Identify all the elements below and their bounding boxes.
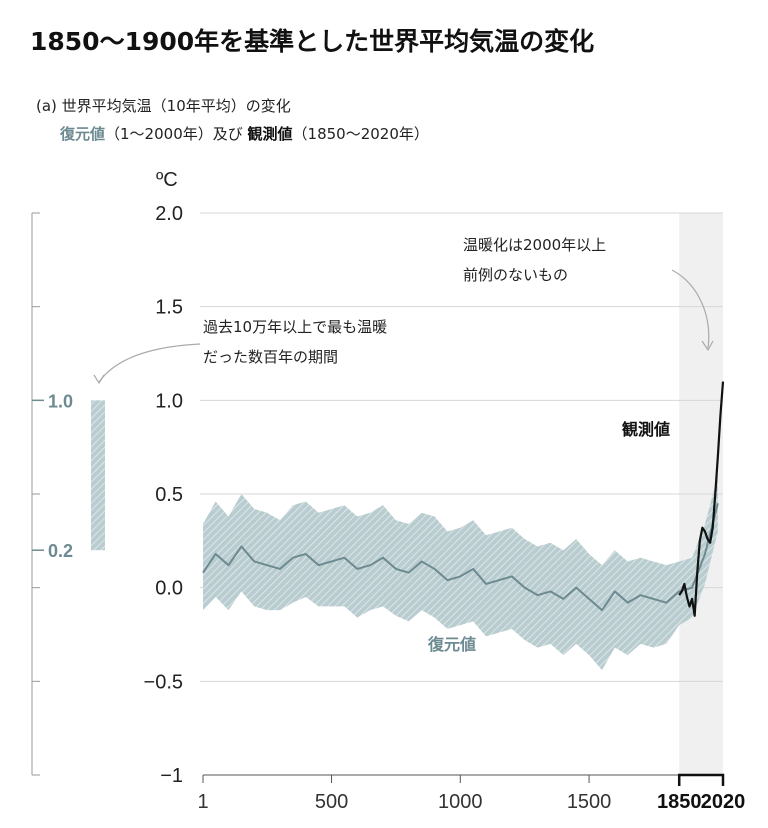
subtitle-suffix: （1850〜2020年） xyxy=(292,125,429,143)
observed-series-label: 観測値 xyxy=(622,420,670,439)
y-tick-label: 1.0 xyxy=(155,390,183,412)
y-tick-label: 0.0 xyxy=(155,578,183,600)
warmest-period-bar xyxy=(91,400,105,551)
x-tick-label: 1850 xyxy=(657,791,702,813)
unprecedented-arrowhead xyxy=(701,340,714,352)
reconstructed-series-label: 復元値 xyxy=(427,635,476,654)
y-tick-label: 1.5 xyxy=(155,297,183,319)
page-title: 1850〜1900年を基準とした世界平均気温の変化 xyxy=(30,27,595,56)
warmest-period-arrow xyxy=(98,343,201,383)
chart-subtitle: (a) 世界平均気温（10年平均）の変化 復元値（1〜2000年）及び 観測値（… xyxy=(36,92,429,148)
x-tick-label: 1000 xyxy=(438,791,483,813)
warmest-period-note-line-2: だった数百年の期間 xyxy=(203,348,338,366)
y-tick-label: −0.5 xyxy=(144,671,183,693)
x-tick-label: 2020 xyxy=(701,791,746,813)
side-scale-top-label: 1.0 xyxy=(48,391,73,411)
instrumental-period-bracket xyxy=(677,773,725,786)
unprecedented-note-line-1: 温暖化は2000年以上 xyxy=(463,236,606,254)
series-layer xyxy=(202,381,725,671)
x-tick-label: 500 xyxy=(315,791,348,813)
reconstructed-uncertainty-band xyxy=(203,475,718,671)
x-tick-label: 1500 xyxy=(567,791,612,813)
warmest-period-note-line-1: 過去10万年以上で最も温暖 xyxy=(203,318,387,336)
subtitle-observed: 観測値 xyxy=(247,125,293,143)
subtitle-middle: （1〜2000年）及び xyxy=(105,125,248,143)
x-tick-label: 1 xyxy=(197,791,208,813)
y-tick-label: 0.5 xyxy=(155,484,183,506)
unprecedented-note-line-2: 前例のないもの xyxy=(463,266,568,284)
y-axis-unit: ºC xyxy=(156,169,178,191)
y-tick-label: 2.0 xyxy=(155,203,183,225)
y-tick-label: −1 xyxy=(160,765,183,787)
subtitle-reconstructed: 復元値 xyxy=(60,125,106,143)
subtitle-line-1: (a) 世界平均気温（10年平均）の変化 xyxy=(36,97,291,115)
warmest-period-arrowhead xyxy=(93,374,105,385)
subtitle-line-2: 復元値（1〜2000年）及び 観測値（1850〜2020年） xyxy=(36,120,429,148)
reconstructed-series-line xyxy=(202,503,719,612)
observed-series-line xyxy=(678,381,725,617)
side-scale-bottom-label: 0.2 xyxy=(48,541,73,561)
unprecedented-arrow xyxy=(671,269,710,349)
side-scale-layer: 1.0 0.2 xyxy=(31,212,105,776)
